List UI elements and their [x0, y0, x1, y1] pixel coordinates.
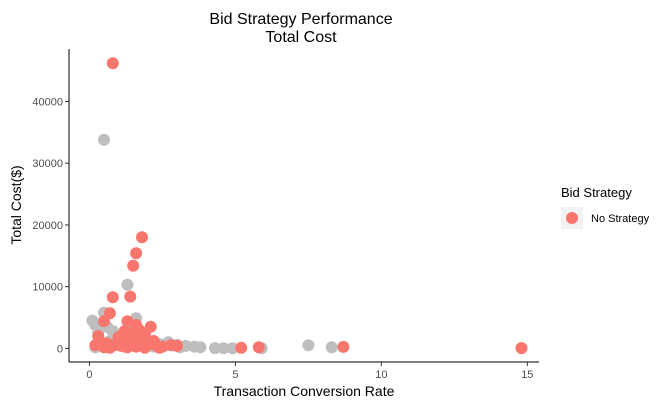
data-point — [106, 57, 119, 70]
data-point — [127, 259, 140, 272]
x-axis-title: Transaction Conversion Rate — [214, 383, 395, 399]
data-point — [209, 342, 221, 355]
data-point — [103, 341, 116, 354]
x-tick-label: 15 — [521, 369, 533, 381]
legend: Bid Strategy No Strategy — [561, 185, 650, 229]
data-point — [226, 342, 239, 355]
data-point — [144, 336, 157, 349]
points-layer — [86, 57, 528, 355]
data-point — [98, 315, 110, 328]
data-point — [98, 133, 110, 146]
data-point — [302, 339, 315, 352]
data-point — [235, 341, 248, 354]
chart-title: Bid Strategy Performance — [209, 11, 392, 28]
y-tick-label: 30000 — [32, 158, 63, 170]
legend-title: Bid Strategy — [561, 185, 632, 200]
data-point — [325, 341, 338, 354]
data-point — [194, 341, 207, 354]
y-axis-ticks: 0 10000 20000 30000 40000 — [32, 96, 69, 355]
data-point — [515, 342, 528, 355]
data-point — [133, 332, 146, 345]
chart-subtitle: Total Cost — [265, 29, 337, 46]
data-point — [124, 290, 137, 303]
x-axis-ticks: 0 5 10 15 — [86, 362, 533, 381]
data-point — [217, 342, 230, 355]
y-tick-label: 0 — [57, 343, 63, 355]
x-tick-label: 10 — [375, 369, 387, 381]
x-tick-label: 5 — [232, 369, 238, 381]
data-point — [106, 291, 119, 304]
y-tick-label: 20000 — [32, 220, 63, 232]
data-point — [130, 247, 143, 260]
y-axis-title: Total Cost($) — [8, 165, 24, 244]
data-point — [121, 278, 134, 291]
data-point — [171, 339, 183, 352]
legend-key-no-strategy — [566, 212, 578, 224]
data-point — [153, 341, 166, 354]
y-tick-label: 10000 — [32, 282, 63, 294]
legend-label-no-strategy: No Strategy — [591, 213, 650, 225]
y-tick-label: 40000 — [32, 96, 63, 108]
data-point — [252, 341, 265, 354]
data-point — [337, 340, 350, 353]
data-point — [136, 231, 148, 244]
x-tick-label: 0 — [86, 369, 92, 381]
